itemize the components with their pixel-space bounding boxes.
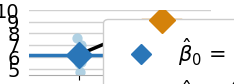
Point [79,45,83,46]
Point [77,54,81,55]
Point [79,52,83,53]
Point [75,55,79,57]
Point [159,23,163,24]
Point [158,16,162,17]
Point [158,47,162,48]
Point [158,17,161,18]
Point [76,51,80,52]
Point [157,48,161,49]
Point [79,61,82,62]
Point [75,57,79,58]
Point [158,16,161,18]
Point [158,18,162,20]
Point [78,71,82,72]
Point [74,37,78,38]
Point [158,25,162,26]
Point [159,20,163,21]
Point [78,53,82,54]
Point [161,15,165,17]
Point [77,62,81,64]
Point [75,58,78,60]
Point [160,26,164,28]
Legend: $\hat{\beta}_0$ = Intercept = East mean, $\hat{\beta}_0 + \hat{\beta}_{\mathrm{W: $\hat{\beta}_0$ = Intercept = East mean,… [103,19,234,84]
